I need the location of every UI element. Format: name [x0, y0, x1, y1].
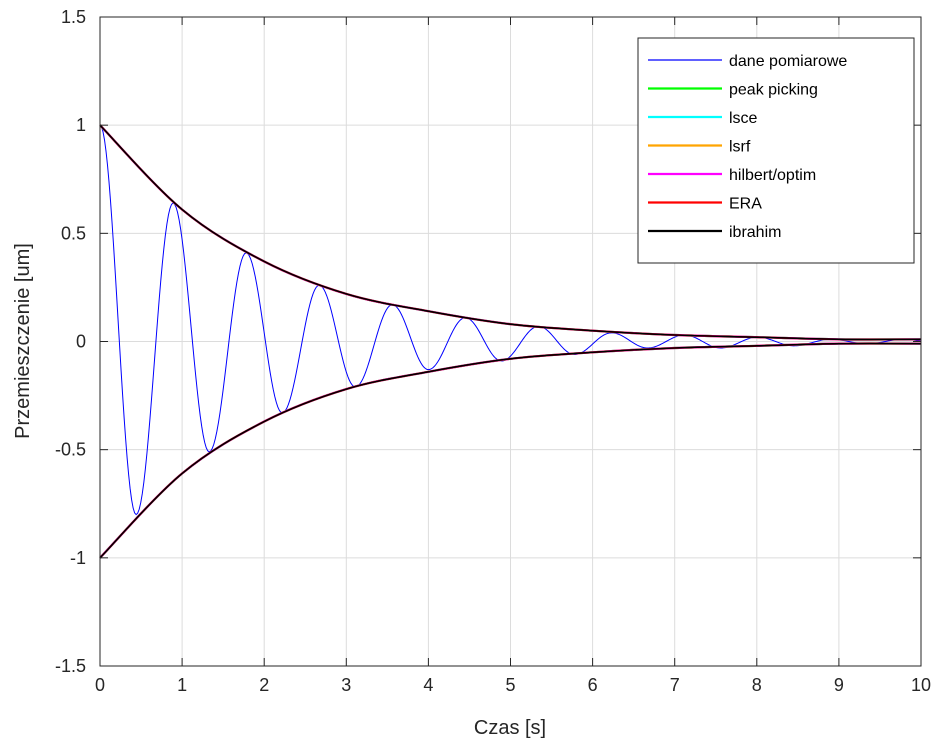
curves: [99, 124, 922, 559]
x-tick-label: 0: [95, 675, 105, 695]
ticks: [99, 16, 922, 667]
y-tick-label: 0.5: [61, 223, 86, 243]
x-tick-label: 4: [423, 675, 433, 695]
x-tick-label: 7: [670, 675, 680, 695]
x-tick-label: 1: [177, 675, 187, 695]
legend-label-lsce: lsce: [729, 110, 758, 127]
legend-label-peak-picking: peak picking: [729, 82, 818, 99]
y-tick-label: 1: [76, 115, 86, 135]
x-tick-label: 9: [834, 675, 844, 695]
x-tick-label: 5: [505, 675, 515, 695]
legend: dane pomiarowe peak picking lsce lsrf hilber…: [637, 37, 915, 264]
legend-label-dane-pomiarowe: dane pomiarowe: [729, 53, 847, 70]
legend-label-hilbert-optim: hilbert/optim: [729, 167, 816, 184]
envelope-lower-ibrahim: [99, 342, 922, 559]
x-tick-label: 8: [752, 675, 762, 695]
y-tick-label: -0.5: [55, 440, 86, 460]
y-axis-title: Przemieszczenie [um]: [12, 243, 34, 439]
x-axis-title: Czas [s]: [474, 717, 546, 739]
legend-label-lsrf: lsrf: [729, 139, 751, 156]
x-tick-label: 10: [911, 675, 931, 695]
y-tick-label: 1.5: [61, 7, 86, 27]
tick-labels: 0 1 2 3 4 5 6 7 8 9 10 -1.5 -1 -0.5 0 0.5 1 1.5: [55, 7, 931, 695]
legend-label-ibrahim: ibrahim: [729, 224, 781, 241]
legend-label-era: ERA: [729, 196, 762, 213]
series-line-dane-pomiarowe: [99, 124, 922, 516]
legend-box: [637, 37, 915, 264]
y-tick-label: -1.5: [55, 656, 86, 676]
x-tick-label: 2: [259, 675, 269, 695]
envelope-upper-ibrahim: [99, 124, 922, 341]
x-tick-label: 6: [588, 675, 598, 695]
y-tick-label: 0: [76, 332, 86, 352]
x-tick-label: 3: [341, 675, 351, 695]
y-tick-label: -1: [70, 548, 86, 568]
